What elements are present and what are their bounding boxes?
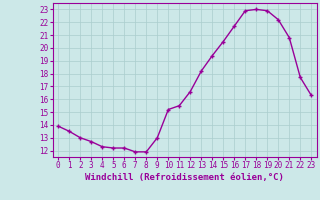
X-axis label: Windchill (Refroidissement éolien,°C): Windchill (Refroidissement éolien,°C) — [85, 173, 284, 182]
